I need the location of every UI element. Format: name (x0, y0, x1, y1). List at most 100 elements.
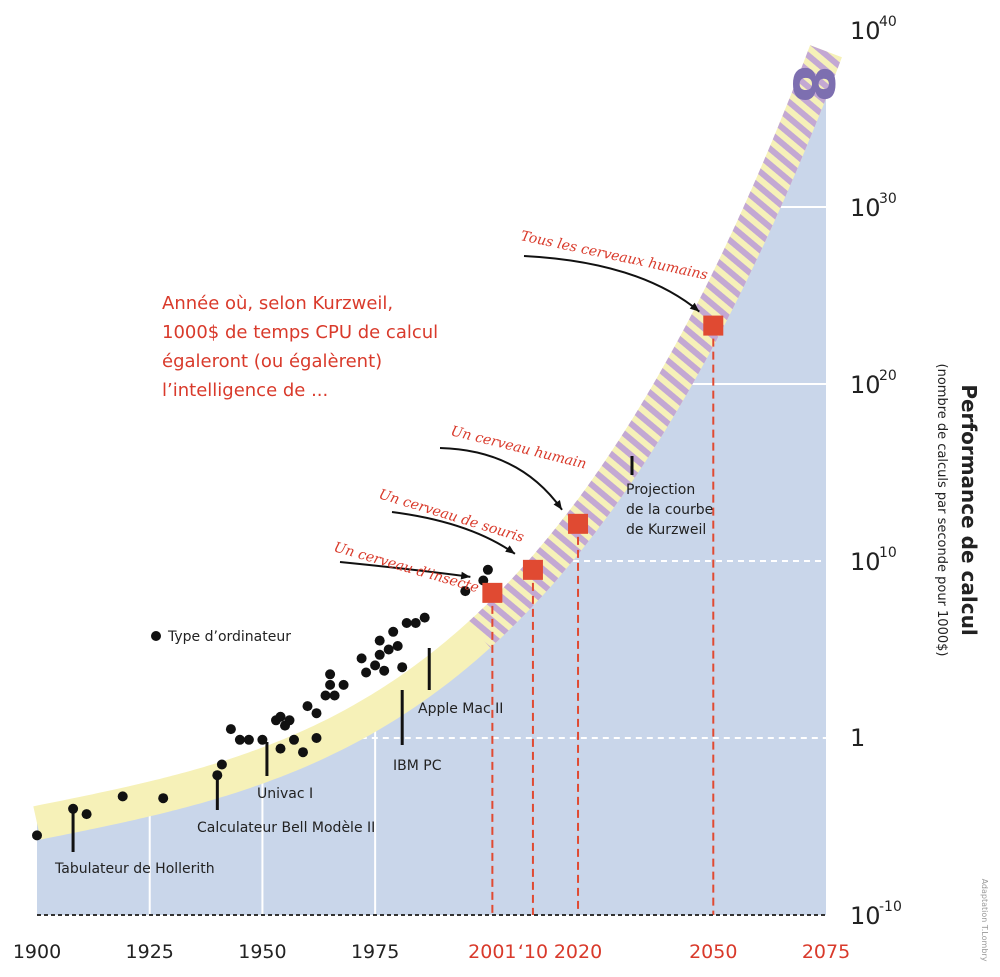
computer-dot (298, 747, 308, 758)
computer-dot (243, 734, 254, 745)
x-tick-label: 2075 (802, 941, 850, 963)
y-axis-title: Performance de calcul (nombre de calculs… (934, 364, 981, 657)
annotation-labels: Tabulateur de Hollerith Calculateur Bell … (54, 701, 503, 877)
computer-dot (158, 793, 169, 804)
computer-dot (379, 665, 390, 676)
computer-dot (225, 724, 236, 735)
annotation-label: IBM PC (393, 758, 442, 774)
y-axis-title-main: Performance de calcul (957, 384, 981, 635)
milestone-drop-lines (491, 325, 715, 915)
milestone-label: Un cerveau d’insecte (332, 539, 481, 596)
computer-dot (460, 586, 471, 597)
milestone-arrows (339, 255, 700, 580)
projection-label-line-1: Projection (626, 482, 695, 498)
gridlines (148, 206, 826, 915)
computer-dot (374, 635, 385, 646)
computer-dot (482, 564, 493, 575)
y-tick-label-base: 10 (850, 548, 881, 576)
legend: Type d’ordinateur (151, 629, 291, 645)
chart-title-line: égaleront (ou égalèrent) (162, 351, 382, 372)
computer-dot (117, 791, 128, 802)
y-tick-label-exponent: -10 (879, 899, 902, 915)
x-tick-label: 1900 (13, 941, 61, 963)
y-tick-label-base: 10 (850, 17, 881, 45)
computer-dot (392, 641, 403, 651)
annotation-label: Tabulateur de Hollerith (54, 861, 215, 877)
milestone-arrow (391, 511, 516, 555)
projection-label-line-3: de Kurzweil (626, 522, 706, 538)
milestone-label: Tous les cerveaux humains (519, 228, 709, 283)
computer-dot (383, 644, 394, 655)
computer-dot (388, 626, 399, 637)
milestone-arrow (523, 255, 700, 313)
computer-dot (81, 809, 92, 820)
computer-dot (284, 715, 295, 726)
projection-label-line-2: de la courbe (626, 502, 713, 518)
infinity-symbol: 8 (780, 65, 845, 104)
computer-dot (374, 649, 385, 660)
computer-dot (370, 660, 381, 671)
x-tick-label: 1950 (238, 941, 286, 963)
computer-dot (361, 667, 372, 678)
milestone-marker (482, 582, 503, 603)
annotation-label: Calculateur Bell Modèle II (197, 820, 375, 836)
milestone-marker (703, 315, 724, 336)
computer-dot (302, 701, 313, 712)
computer-dot (311, 733, 322, 743)
y-axis-title-sub: (nombre de calculs par seconde pour 1000… (934, 364, 949, 657)
computer-dots (32, 564, 493, 841)
annotation-label: Univac I (257, 786, 313, 802)
computer-dot (397, 662, 408, 673)
computer-dot (320, 690, 331, 701)
computer-dot (275, 743, 286, 754)
computer-dot (275, 711, 286, 722)
computer-dot (410, 618, 421, 628)
y-tick-label-exponent: 40 (879, 14, 897, 30)
computer-dot (68, 803, 79, 814)
computer-dot (329, 690, 340, 701)
y-tick-label-base: 10 (850, 371, 881, 399)
milestone-arrowhead (505, 545, 515, 554)
milestone-markers (482, 315, 724, 603)
milestone-arrow (339, 561, 471, 578)
computer-dot (289, 734, 299, 745)
annotation-leaders (71, 648, 431, 852)
y-tick-label-exponent: 20 (879, 368, 897, 384)
chart-title-line: l’intelligence de ... (162, 380, 328, 401)
y-tick-label-exponent: 10 (879, 545, 897, 561)
milestone-label: Un cerveau humain (449, 423, 588, 472)
projection-label: Projection de la courbe de Kurzweil (626, 456, 713, 538)
milestone-marker (568, 513, 589, 534)
x-tick-label: 2001 (468, 941, 516, 963)
curve-area-fill (37, 51, 826, 915)
chart-title-line: Année où, selon Kurzweil, (162, 293, 393, 314)
milestone-arrow (439, 447, 563, 511)
computer-dot (338, 679, 349, 690)
milestone-arrowhead (460, 571, 471, 580)
x-tick-label: 1975 (351, 941, 399, 963)
x-tick-label: 2050 (689, 941, 737, 963)
legend-marker-dot (151, 631, 161, 641)
y-tick-label-base: 1 (850, 724, 865, 752)
x-tick-label: ‘10 (518, 941, 548, 963)
computer-dot (212, 770, 223, 781)
annotation-label: Apple Mac II (418, 701, 503, 717)
computer-dot (216, 759, 227, 770)
x-tick-label: 1925 (126, 941, 174, 963)
y-tick-label-base: 10 (850, 902, 881, 930)
milestone-marker (522, 559, 543, 580)
plot-area (24, 45, 842, 916)
computer-dot (356, 653, 367, 664)
chart-title: Année où, selon Kurzweil, 1000$ de temps … (162, 293, 438, 401)
x-tick-label: 2020 (554, 941, 602, 963)
computer-dot (325, 679, 336, 690)
computer-dot (311, 708, 322, 719)
x-tick-labels: 1900 1925 1950 1975 2001 ‘10 2020 2050 2075 (13, 941, 850, 963)
milestone-arrowhead (689, 302, 700, 312)
computer-dot (419, 612, 430, 623)
computer-dot (325, 669, 336, 680)
y-tick-label-base: 10 (850, 194, 881, 222)
computer-dot (257, 734, 268, 745)
computer-dot (401, 618, 412, 628)
